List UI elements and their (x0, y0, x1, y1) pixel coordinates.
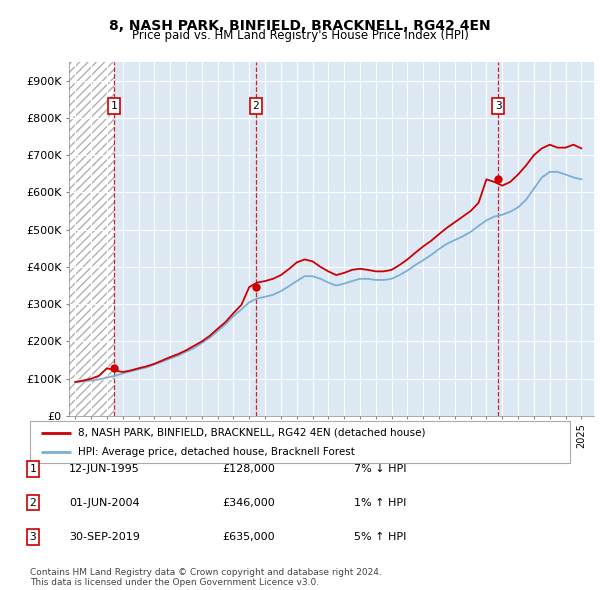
Text: £346,000: £346,000 (222, 498, 275, 507)
Text: 3: 3 (29, 532, 37, 542)
Text: 30-SEP-2019: 30-SEP-2019 (69, 532, 140, 542)
Text: 3: 3 (495, 101, 502, 111)
Text: 1: 1 (110, 101, 118, 111)
Text: 01-JUN-2004: 01-JUN-2004 (69, 498, 140, 507)
Text: 2: 2 (29, 498, 37, 507)
Text: Contains HM Land Registry data © Crown copyright and database right 2024.
This d: Contains HM Land Registry data © Crown c… (30, 568, 382, 587)
Text: 7% ↓ HPI: 7% ↓ HPI (354, 464, 407, 474)
Text: 1: 1 (29, 464, 37, 474)
Text: 5% ↑ HPI: 5% ↑ HPI (354, 532, 406, 542)
FancyBboxPatch shape (30, 421, 570, 463)
Text: 2: 2 (253, 101, 259, 111)
Text: Price paid vs. HM Land Registry's House Price Index (HPI): Price paid vs. HM Land Registry's House … (131, 30, 469, 42)
Text: £635,000: £635,000 (222, 532, 275, 542)
Text: 8, NASH PARK, BINFIELD, BRACKNELL, RG42 4EN: 8, NASH PARK, BINFIELD, BRACKNELL, RG42 … (109, 19, 491, 33)
Text: 12-JUN-1995: 12-JUN-1995 (69, 464, 140, 474)
Text: 8, NASH PARK, BINFIELD, BRACKNELL, RG42 4EN (detached house): 8, NASH PARK, BINFIELD, BRACKNELL, RG42 … (77, 428, 425, 438)
Text: HPI: Average price, detached house, Bracknell Forest: HPI: Average price, detached house, Brac… (77, 447, 355, 457)
Text: 1% ↑ HPI: 1% ↑ HPI (354, 498, 406, 507)
Bar (69, 62, 114, 416)
Text: £128,000: £128,000 (222, 464, 275, 474)
